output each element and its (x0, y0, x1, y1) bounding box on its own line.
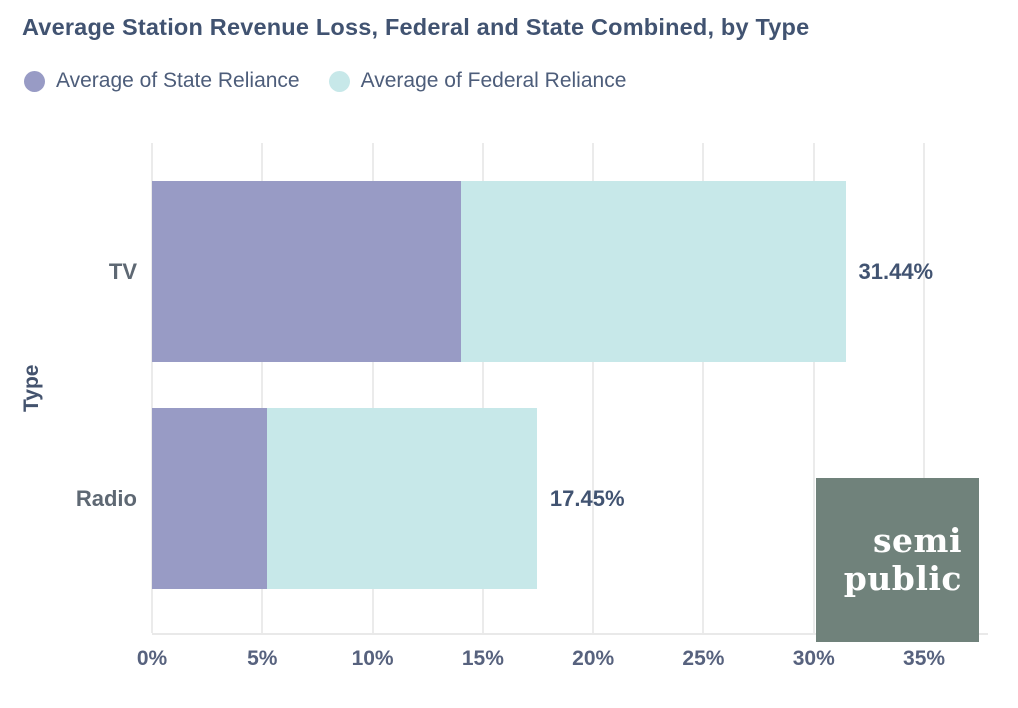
legend-swatch-icon (24, 70, 45, 92)
x-tick-label: 20% (572, 647, 615, 670)
x-tick-label: 10% (351, 647, 394, 670)
gridline (702, 143, 705, 633)
x-tick-label: 5% (247, 647, 278, 670)
x-tick-label: 25% (682, 647, 725, 670)
semipublic-logo: semi public (816, 478, 979, 642)
plot-area: 31.44% 17.45% (151, 143, 988, 635)
legend-item-2: Average of Federal Reliance (328, 69, 627, 93)
x-tick-label: 15% (461, 647, 504, 670)
x-tick-label: 0% (136, 647, 168, 670)
x-tick-label: 30% (792, 647, 835, 670)
category-label-radio: Radio (75, 485, 137, 511)
bar-segment-tv-state (152, 181, 461, 362)
category-axis: TV Radio (0, 0, 137, 708)
logo-line-2: public (843, 559, 962, 598)
gridline (151, 143, 153, 633)
bar-value-label: 31.44% (858, 258, 934, 284)
logo-line-1: semi (872, 521, 962, 561)
gridline (371, 143, 374, 633)
legend-label: Average of State Reliance (56, 69, 300, 92)
x-tick-label: 35% (903, 647, 946, 670)
gridline (592, 143, 595, 633)
bar-segment-radio-state (152, 408, 267, 589)
category-label-tv: TV (108, 258, 137, 284)
x-axis: 0% 5% 10% 15% 20% 25% 30% 35% (0, 647, 1018, 677)
legend-swatch-icon (328, 70, 350, 92)
gridline (812, 143, 815, 633)
legend-item-1: Average of State Reliance (24, 69, 300, 93)
bar-segment-tv-federal (460, 181, 846, 362)
gridline (923, 143, 926, 633)
legend: Average of State Reliance Average of Fede… (24, 69, 626, 93)
gridline (261, 143, 264, 633)
bar-segment-radio-federal (266, 408, 537, 589)
bar-value-label: 17.45% (549, 485, 625, 511)
chart-title: Average Station Revenue Loss, Federal an… (22, 14, 810, 40)
legend-label: Average of Federal Reliance (360, 69, 627, 92)
gridline (481, 143, 484, 633)
